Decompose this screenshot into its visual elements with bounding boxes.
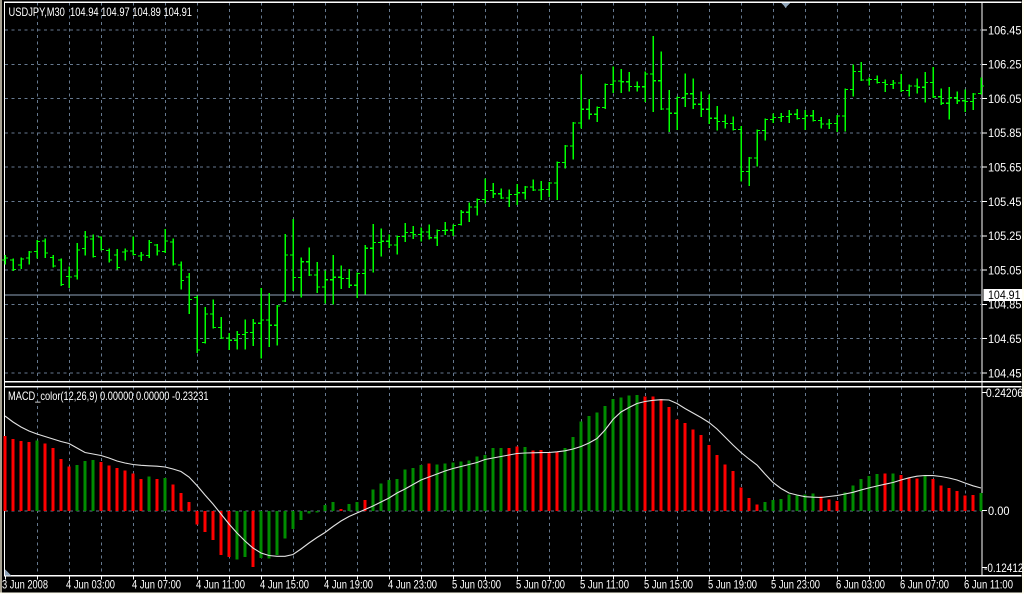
svg-text:3 Jun 2008: 3 Jun 2008 [2,580,48,592]
svg-text:105.85: 105.85 [988,126,1022,140]
svg-text:4 Jun 11:00: 4 Jun 11:00 [196,580,245,592]
svg-text:104.85: 104.85 [988,298,1022,312]
svg-text:5 Jun 23:00: 5 Jun 23:00 [771,580,820,592]
svg-text:6 Jun 07:00: 6 Jun 07:00 [900,580,949,592]
svg-text:105.45: 105.45 [988,195,1022,209]
svg-text:106.45: 106.45 [988,23,1022,37]
svg-text:4 Jun 03:00: 4 Jun 03:00 [66,580,115,592]
svg-text:0.00: 0.00 [988,504,1010,518]
svg-text:-0.12412: -0.12412 [984,561,1024,575]
svg-text:4 Jun 19:00: 4 Jun 19:00 [324,580,373,592]
svg-text:4 Jun 23:00: 4 Jun 23:00 [388,580,437,592]
svg-text:6 Jun 03:00: 6 Jun 03:00 [836,580,885,592]
svg-text:106.05: 106.05 [988,92,1022,106]
svg-text:105.65: 105.65 [988,161,1022,175]
svg-text:105.25: 105.25 [988,229,1022,243]
svg-text:6 Jun 11:00: 6 Jun 11:00 [964,580,1013,592]
svg-text:4 Jun 07:00: 4 Jun 07:00 [132,580,181,592]
svg-text:104.45: 104.45 [988,366,1022,380]
svg-text:5 Jun 07:00: 5 Jun 07:00 [516,580,565,592]
svg-text:MACD_color(12,26,9) 0.00000 0.: MACD_color(12,26,9) 0.00000 0.00000 -0.2… [8,389,209,403]
svg-text:104.91: 104.91 [988,288,1021,302]
svg-text:105.05: 105.05 [988,263,1022,277]
svg-text:USDJPY,M30 104.94 104.97 104.: USDJPY,M30 104.94 104.97 104.89 104.91 [9,5,193,19]
svg-text:5 Jun 15:00: 5 Jun 15:00 [644,580,693,592]
svg-text:104.65: 104.65 [988,332,1022,346]
svg-text:4 Jun 15:00: 4 Jun 15:00 [260,580,309,592]
svg-text:0.24206: 0.24206 [986,386,1023,400]
svg-text:106.25: 106.25 [988,58,1022,72]
svg-text:5 Jun 03:00: 5 Jun 03:00 [452,580,501,592]
svg-text:5 Jun 19:00: 5 Jun 19:00 [708,580,757,592]
svg-text:5 Jun 11:00: 5 Jun 11:00 [580,580,629,592]
